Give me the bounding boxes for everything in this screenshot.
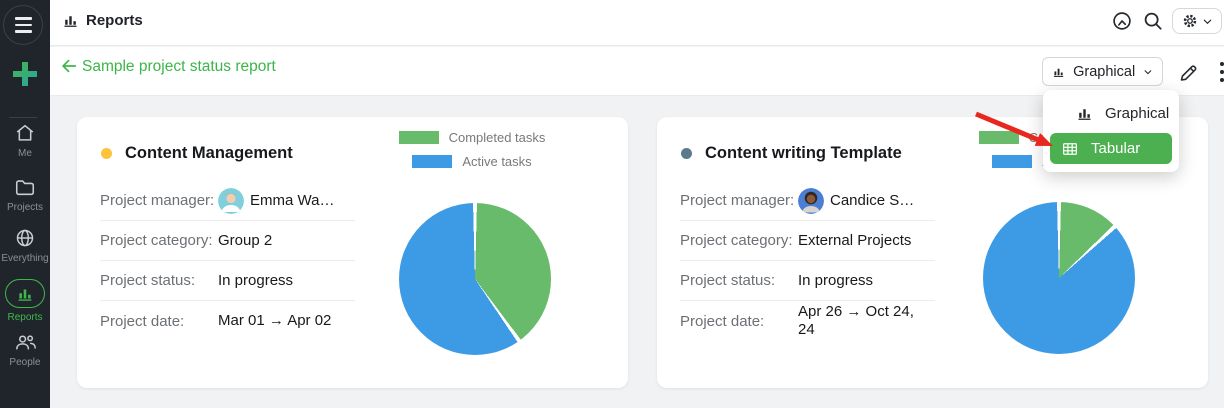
project-color-dot: [681, 148, 692, 159]
view-mode-dropdown-button[interactable]: Graphical: [1042, 57, 1163, 86]
completed-swatch: [398, 131, 439, 144]
completed-swatch: [978, 131, 1019, 144]
sidebar-item-label: Me: [18, 148, 32, 159]
add-button[interactable]: [11, 60, 39, 88]
active-swatch: [992, 155, 1033, 168]
field-row-date: Project date: Mar 01 → Apr 02: [100, 312, 332, 330]
sidebar: Me Projects Everything Reports People: [0, 0, 50, 408]
globe-icon: [14, 227, 36, 249]
field-row-category: Project category: Group 2: [100, 221, 355, 261]
bar-chart-icon: [1053, 68, 1064, 77]
manager-name: Emma Wa…: [250, 191, 335, 209]
chevron-down-icon: [1144, 69, 1152, 74]
topbar: Reports: [50, 0, 1224, 46]
clock-icon[interactable]: [1111, 10, 1133, 32]
more-options-kebab-icon[interactable]: [1216, 61, 1224, 83]
avatar: [218, 187, 244, 214]
pie-chart: [399, 203, 551, 355]
sidebar-item-projects[interactable]: Projects: [0, 176, 50, 213]
field-row-status: Project status: In progress: [100, 261, 355, 301]
view-mode-menu: Graphical Tabular: [1043, 90, 1179, 172]
sidebar-item-label: Everything: [1, 253, 49, 264]
legend-active: Active tasks: [412, 154, 532, 169]
card-title-text: Content writing Template: [705, 144, 902, 162]
home-icon: [14, 122, 36, 144]
report-title: Sample project status report: [82, 58, 276, 75]
card-title: Content Management: [101, 144, 293, 163]
sidebar-item-me[interactable]: Me: [0, 122, 50, 159]
sidebar-item-label: Reports: [7, 312, 43, 323]
back-arrow-icon[interactable]: [59, 56, 79, 76]
active-item-pill: [5, 279, 45, 308]
avatar: [798, 187, 824, 214]
pie-legend: Completed tasks Active tasks: [352, 130, 592, 169]
pie-chart: [983, 202, 1135, 354]
page-title: Reports: [62, 12, 143, 29]
bar-chart-icon: [16, 285, 34, 303]
project-color-dot: [101, 148, 112, 159]
plus-icon: [13, 62, 37, 86]
people-icon: [14, 330, 37, 353]
search-icon[interactable]: [1142, 10, 1164, 32]
settings-button[interactable]: [1172, 8, 1222, 34]
active-swatch: [412, 155, 453, 168]
hamburger-icon: [14, 17, 32, 20]
menu-item-tabular[interactable]: Tabular: [1050, 133, 1172, 164]
field-row-category: Project category: External Projects: [680, 221, 935, 261]
bar-chart-icon: [64, 16, 77, 27]
folder-icon: [14, 176, 36, 198]
chevron-down-icon: [1203, 19, 1212, 24]
sidebar-item-people[interactable]: People: [0, 330, 50, 368]
sidebar-item-reports[interactable]: Reports: [0, 279, 50, 323]
field-row-status: Project status: In progress: [680, 261, 935, 301]
sidebar-item-label: Projects: [6, 202, 44, 213]
card-title-text: Content Management: [125, 144, 293, 162]
hamburger-menu-button[interactable]: [3, 5, 43, 45]
sidebar-item-everything[interactable]: Everything: [0, 227, 50, 264]
view-mode-label: Graphical: [1073, 63, 1136, 80]
page-title-text: Reports: [86, 12, 143, 29]
legend-completed: Completed tasks: [398, 130, 545, 145]
report-header: Sample project status report Graphical: [50, 47, 1224, 96]
table-icon: [1063, 142, 1077, 155]
field-row-manager: Project manager: Emma Wa…: [100, 181, 355, 221]
menu-item-graphical[interactable]: Graphical: [1050, 98, 1172, 128]
card-title: Content writing Template: [681, 144, 902, 163]
bar-chart-icon: [1078, 108, 1091, 120]
project-card-content-management: Content Management Project manager: Emma…: [77, 117, 628, 388]
field-row-date: Project date: Apr 26 → Oct 24, 24: [680, 303, 914, 338]
project-fields: Project manager: Candice S… Project cate…: [680, 181, 935, 341]
sidebar-item-label: People: [9, 357, 41, 368]
edit-pencil-icon[interactable]: [1178, 62, 1199, 83]
field-row-manager: Project manager: Candice S…: [680, 181, 935, 221]
project-fields: Project manager: Emma Wa… Project catego…: [100, 181, 355, 341]
manager-name: Candice S…: [830, 191, 915, 209]
gear-icon: [1183, 14, 1197, 28]
sidebar-divider: [9, 117, 37, 118]
